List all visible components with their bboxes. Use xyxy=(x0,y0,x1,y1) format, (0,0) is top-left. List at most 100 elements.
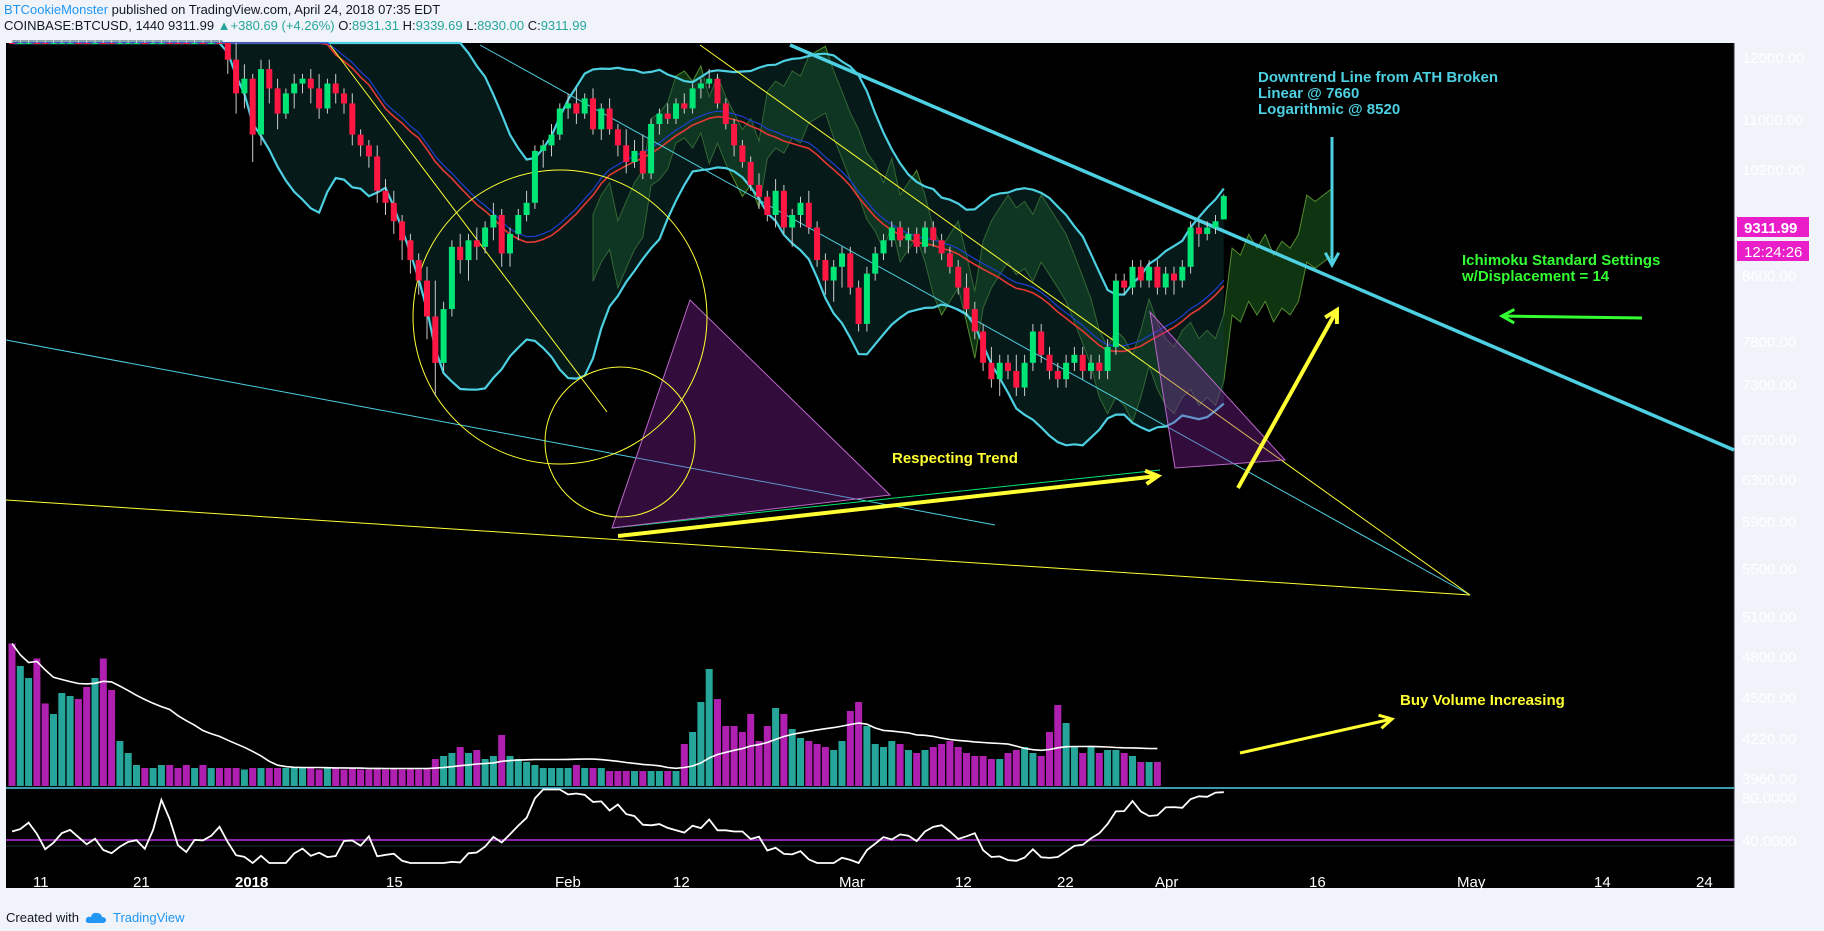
candle-body xyxy=(756,185,762,197)
volume-bar xyxy=(1004,753,1012,786)
candle xyxy=(25,40,32,44)
candle-body xyxy=(33,43,40,44)
candle-body xyxy=(1005,362,1011,371)
candle-body xyxy=(116,43,123,44)
candle-body xyxy=(980,331,987,363)
last-price-badge-text: 9311.99 xyxy=(1744,220,1797,237)
candle-body xyxy=(141,43,148,44)
candle xyxy=(465,233,472,281)
volume-bar xyxy=(406,768,414,786)
volume-bar xyxy=(954,747,962,786)
candle xyxy=(573,88,580,124)
price-tick: 12000.00 xyxy=(1742,50,1805,67)
volume-bar xyxy=(1087,747,1095,786)
volume-bar xyxy=(647,771,655,786)
respecting-trend-note: Respecting Trend xyxy=(892,450,1018,467)
volume-bar xyxy=(797,738,804,786)
candle-body xyxy=(282,93,289,114)
candle xyxy=(158,40,165,44)
candle-body xyxy=(390,202,397,222)
price-change: +380.69 (+4.26%) xyxy=(230,18,335,33)
volume-bar xyxy=(431,759,439,786)
candle-body xyxy=(839,253,845,267)
price-tick: 4220.00 xyxy=(1742,731,1796,748)
downtrend-arrow-head xyxy=(1323,251,1341,269)
candle-body xyxy=(1021,362,1028,388)
candle-body xyxy=(432,316,439,363)
candle-body xyxy=(1013,371,1020,388)
candle-body xyxy=(216,43,223,44)
volume-bar xyxy=(74,699,82,786)
volume-bar xyxy=(465,753,472,786)
respecting-trend-arrow-head xyxy=(1144,468,1163,486)
candle xyxy=(424,266,430,340)
volume-bar xyxy=(323,768,331,786)
candle-body xyxy=(805,202,812,228)
author-link[interactable]: BTCookieMonster xyxy=(4,2,109,17)
candle-body xyxy=(92,43,98,44)
candle xyxy=(955,260,962,295)
candle-body xyxy=(780,190,787,228)
candle-body xyxy=(772,190,779,215)
volume-bar xyxy=(581,768,589,786)
candle-body xyxy=(17,43,24,44)
candle-body xyxy=(1104,346,1111,371)
candle xyxy=(457,233,464,274)
volume-bar xyxy=(83,687,91,786)
volume-bar xyxy=(1029,753,1037,786)
candle-body xyxy=(1079,354,1086,371)
volume-bar xyxy=(1070,747,1078,786)
candle xyxy=(523,190,530,222)
candle xyxy=(805,190,812,234)
candle-body xyxy=(1179,266,1186,281)
candle-body xyxy=(614,129,621,146)
volume-bar xyxy=(971,756,979,786)
candle-body xyxy=(42,43,49,44)
volume-bar xyxy=(523,762,531,786)
candle-body xyxy=(872,253,879,274)
candle xyxy=(656,108,663,135)
candle xyxy=(448,240,455,317)
volume-bar xyxy=(116,741,124,786)
candle-body xyxy=(299,78,306,84)
candle-body xyxy=(166,43,173,44)
candle xyxy=(980,323,987,371)
candle xyxy=(191,40,198,44)
time-tick: 22 xyxy=(1057,874,1074,891)
volume-bar xyxy=(880,747,887,786)
candle xyxy=(689,83,696,114)
candle xyxy=(681,93,688,114)
candle xyxy=(664,103,671,124)
candle xyxy=(1046,346,1053,380)
candle-body xyxy=(1204,227,1211,234)
candle xyxy=(930,221,937,247)
countdown-badge xyxy=(1737,241,1809,261)
open-label: O: xyxy=(338,18,352,33)
candle xyxy=(141,40,148,44)
candle xyxy=(1029,323,1036,371)
candle xyxy=(9,40,15,44)
candle xyxy=(797,196,804,228)
tradingview-link[interactable]: TradingView xyxy=(112,910,185,925)
triangle-pattern xyxy=(611,299,892,529)
candle xyxy=(249,73,256,162)
volume-bar xyxy=(224,768,232,786)
candle xyxy=(1104,339,1111,380)
candle-body xyxy=(955,266,962,288)
candle xyxy=(764,190,771,222)
candle xyxy=(233,43,240,114)
time-tick: 15 xyxy=(386,874,403,891)
candle-body xyxy=(233,59,240,94)
candle xyxy=(324,78,331,114)
candle-body xyxy=(930,227,937,241)
candle-body xyxy=(133,43,140,44)
candle xyxy=(548,124,555,157)
price-chart[interactable]: Downtrend Line from ATH Broken Linear @ … xyxy=(0,40,1824,895)
candle xyxy=(1220,194,1227,220)
candle xyxy=(42,40,49,44)
last-price-badge xyxy=(1737,217,1809,237)
candle-body xyxy=(25,43,32,44)
candle-body xyxy=(731,124,738,146)
candle-body xyxy=(697,83,704,89)
trend-line xyxy=(5,339,996,526)
